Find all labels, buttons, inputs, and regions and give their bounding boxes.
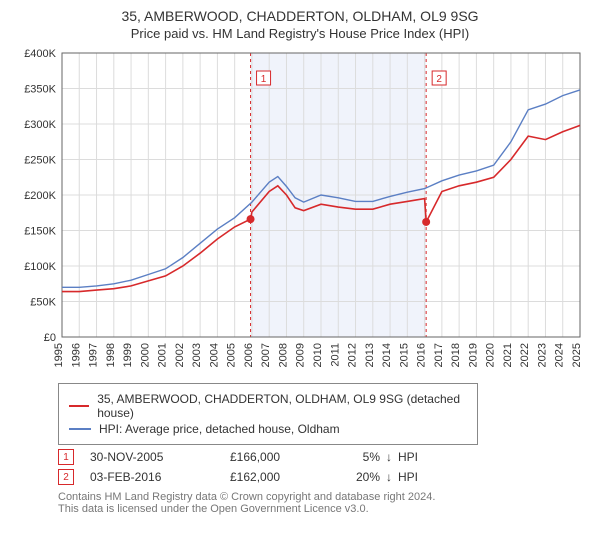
- svg-text:2014: 2014: [381, 343, 393, 367]
- svg-text:2013: 2013: [364, 343, 376, 367]
- svg-text:2022: 2022: [519, 343, 531, 367]
- svg-text:£0: £0: [44, 332, 56, 344]
- marker-badge: 2: [58, 469, 74, 485]
- svg-text:2012: 2012: [347, 343, 359, 367]
- svg-text:2025: 2025: [571, 343, 583, 367]
- svg-text:2001: 2001: [157, 343, 169, 367]
- svg-text:2002: 2002: [174, 343, 186, 367]
- footer-line-1: Contains HM Land Registry data © Crown c…: [58, 491, 586, 503]
- footer-attribution: Contains HM Land Registry data © Crown c…: [58, 491, 586, 515]
- row-pct: 5%: [340, 450, 380, 464]
- svg-text:2018: 2018: [450, 343, 462, 367]
- svg-text:2007: 2007: [260, 343, 272, 367]
- row-date: 03-FEB-2016: [90, 470, 230, 484]
- svg-text:2020: 2020: [485, 343, 497, 367]
- svg-text:£250K: £250K: [24, 155, 56, 167]
- svg-text:2015: 2015: [398, 343, 410, 367]
- svg-text:2006: 2006: [243, 343, 255, 367]
- svg-text:2019: 2019: [467, 343, 479, 367]
- legend: 35, AMBERWOOD, CHADDERTON, OLDHAM, OL9 9…: [58, 383, 478, 445]
- svg-text:2016: 2016: [416, 343, 428, 367]
- svg-text:1996: 1996: [70, 343, 82, 367]
- svg-text:2024: 2024: [554, 343, 566, 367]
- data-row: 2 03-FEB-2016£162,00020%↓HPI: [58, 469, 586, 485]
- row-price: £166,000: [230, 450, 340, 464]
- svg-text:1997: 1997: [88, 343, 100, 367]
- svg-text:2011: 2011: [329, 343, 341, 367]
- svg-text:2004: 2004: [208, 343, 220, 367]
- down-arrow-icon: ↓: [380, 450, 398, 464]
- svg-text:1995: 1995: [53, 343, 65, 367]
- svg-text:£400K: £400K: [24, 48, 56, 60]
- svg-text:2010: 2010: [312, 343, 324, 367]
- chart-area: £0 £50K £100K £150K £200K £250K £300K £350K £400…: [14, 47, 586, 377]
- chart-title: 35, AMBERWOOD, CHADDERTON, OLDHAM, OL9 9…: [14, 8, 586, 24]
- svg-text:£300K: £300K: [24, 119, 56, 131]
- row-price: £162,000: [230, 470, 340, 484]
- svg-text:£150K: £150K: [24, 226, 56, 238]
- footer-line-2: This data is licensed under the Open Gov…: [58, 503, 586, 515]
- legend-label: 35, AMBERWOOD, CHADDERTON, OLDHAM, OL9 9…: [97, 392, 467, 420]
- row-suffix: HPI: [398, 470, 418, 484]
- data-row: 1 30-NOV-2005£166,0005%↓HPI: [58, 449, 586, 465]
- down-arrow-icon: ↓: [380, 470, 398, 484]
- svg-text:1999: 1999: [122, 343, 134, 367]
- marker-badge: 1: [58, 449, 74, 465]
- svg-text:2023: 2023: [536, 343, 548, 367]
- legend-item: HPI: Average price, detached house, Oldh…: [69, 422, 467, 436]
- svg-text:2003: 2003: [191, 343, 203, 367]
- legend-item: 35, AMBERWOOD, CHADDERTON, OLDHAM, OL9 9…: [69, 392, 467, 420]
- svg-text:£100K: £100K: [24, 261, 56, 273]
- data-point-rows: 1 30-NOV-2005£166,0005%↓HPI 2 03-FEB-2016£1…: [58, 449, 586, 485]
- svg-text:2005: 2005: [226, 343, 238, 367]
- row-date: 30-NOV-2005: [90, 450, 230, 464]
- svg-text:2: 2: [436, 74, 442, 85]
- svg-text:2009: 2009: [295, 343, 307, 367]
- line-chart: £0 £50K £100K £150K £200K £250K £300K £350K £400…: [14, 47, 586, 377]
- legend-swatch: [69, 428, 91, 430]
- svg-text:2017: 2017: [433, 343, 445, 367]
- svg-text:£350K: £350K: [24, 84, 56, 96]
- row-pct: 20%: [340, 470, 380, 484]
- svg-text:1998: 1998: [105, 343, 117, 367]
- svg-text:1: 1: [261, 74, 267, 85]
- svg-text:£200K: £200K: [24, 190, 56, 202]
- legend-swatch: [69, 405, 89, 407]
- legend-label: HPI: Average price, detached house, Oldh…: [99, 422, 340, 436]
- svg-text:£50K: £50K: [30, 297, 56, 309]
- svg-text:2021: 2021: [502, 343, 514, 367]
- svg-text:2000: 2000: [139, 343, 151, 367]
- row-suffix: HPI: [398, 450, 418, 464]
- chart-subtitle: Price paid vs. HM Land Registry's House …: [14, 26, 586, 41]
- svg-text:2008: 2008: [277, 343, 289, 367]
